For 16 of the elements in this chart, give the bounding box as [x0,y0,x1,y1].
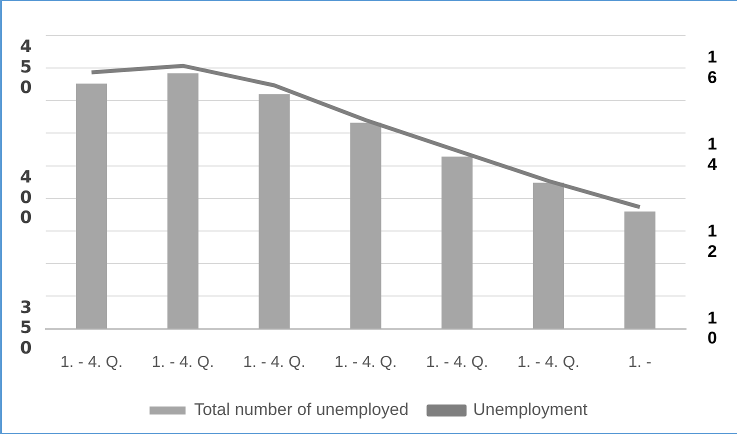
y-tick-label: 4 5 0 [20,37,32,98]
x-tick-label: 1. - 4. Q. [243,354,306,371]
x-tick-label: 1. - 4. Q. [426,354,488,371]
x-tick-label: 1. - [628,354,652,371]
x-tick-label: 1. - 4. Q. [60,354,123,371]
x-tick-label: 1. - 4. Q. [517,354,580,371]
legend-label: Total number of unemployed [194,400,409,420]
x-tick-label: 1. - 4. Q. [152,354,214,371]
y-tick-label: 4 0 0 [20,167,32,228]
y2-tick-label: 1 0 [708,308,718,348]
y2-tick-label: 1 4 [708,134,718,174]
y-tick-label: 3 5 0 [20,298,32,359]
y2-tick-label: 1 6 [708,47,718,87]
legend-label: Unemployment [473,400,588,420]
x-tick-label: 1. - 4. Q. [334,354,397,371]
y2-tick-label: 1 2 [708,221,718,261]
